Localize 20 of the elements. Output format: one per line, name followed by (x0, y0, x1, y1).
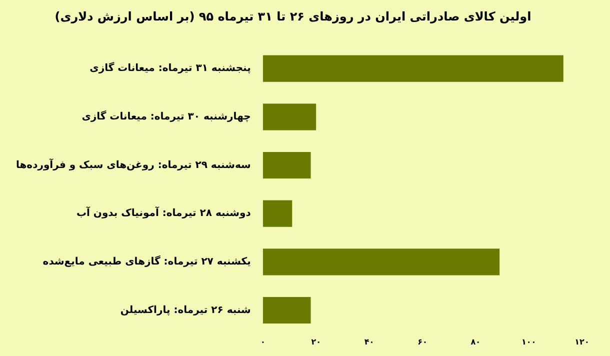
x-tick-label: ۲۰ (311, 337, 321, 346)
y-tick-label: یکشنبه ۲۷ تیرماه: گازهای طبیعی مایع‌شده (42, 254, 252, 268)
x-tick-label: ۶۰ (418, 337, 428, 346)
y-tick-label: پنجشنبه ۳۱ تیرماه: میعانات گازی (90, 61, 252, 74)
x-tick-label: ۱۲۰ (574, 337, 590, 346)
y-tick-label: دوشنبه ۲۸ تیرماه: آمونیاک بدون آب (76, 206, 251, 220)
bar (262, 200, 292, 227)
bar (262, 55, 564, 82)
y-tick-label: سه‌شنبه ۲۹ تیرماه: روغن‌های سبک و فرآورده‌ها (16, 158, 252, 171)
x-tick-label: ۴۰ (364, 337, 374, 346)
y-tick-label: شنبه ۲۶ تیرماه: پاراکسیلن (120, 304, 252, 316)
x-tick-label: ۱۰۰ (521, 337, 536, 346)
bar (262, 104, 316, 130)
x-tick-label: ۰ (260, 337, 266, 346)
bar (262, 296, 311, 324)
x-tick-label: ۸۰ (470, 337, 481, 346)
bar (262, 152, 311, 179)
chart-title: اولین کالای صادراتی ایران در روزهای ۲۶ تا ۳۱ تیرماه ۹۵ (بر اساس ارزش دلاری) (54, 9, 532, 24)
y-tick-label: چهارشنبه ۳۰ تیرماه: میعانات گازی (82, 109, 251, 122)
bar (262, 248, 500, 276)
